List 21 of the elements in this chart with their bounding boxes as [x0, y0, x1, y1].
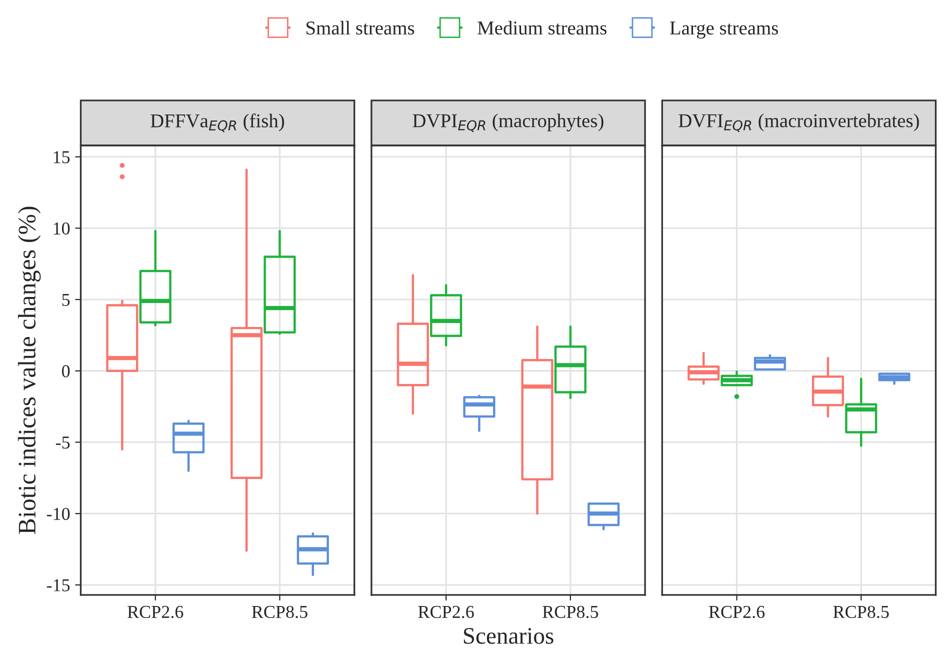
- x-axis-title: Scenarios: [464, 628, 554, 644]
- y-tick-label: -5: [56, 436, 70, 449]
- legend-label: Large streams: [670, 22, 778, 39]
- chart-title: DFFVa$_{EQR}$ (fish): [150, 114, 284, 132]
- x-tick-label: RCP8.5: [542, 606, 598, 618]
- x-tick-label: RCP8.5: [252, 606, 308, 618]
- y-tick-label: 0: [62, 365, 70, 378]
- x-tick-label: RCP8.5: [833, 606, 889, 618]
- legend-label: Medium streams: [478, 20, 606, 35]
- chart-title: DVPI$_{EQR}$ (macrophytes): [412, 114, 604, 132]
- y-tick-label: 10: [54, 222, 70, 235]
- chart-title: DVFI$_{EQR}$ (macroinvertebrates): [678, 114, 919, 132]
- x-tick-label: RCP2.6: [708, 606, 765, 618]
- y-tick-label: 5: [62, 294, 70, 306]
- x-tick-label: RCP2.6: [128, 606, 184, 618]
- y-tick-label: 15: [54, 151, 70, 164]
- y-axis-title: Biotic indices value changes (%): [18, 206, 41, 534]
- y-tick-label: -10: [46, 508, 70, 520]
- x-tick-label: RCP2.6: [418, 606, 474, 618]
- y-tick-label: -15: [46, 579, 70, 592]
- legend-label: Small streams: [306, 20, 414, 35]
